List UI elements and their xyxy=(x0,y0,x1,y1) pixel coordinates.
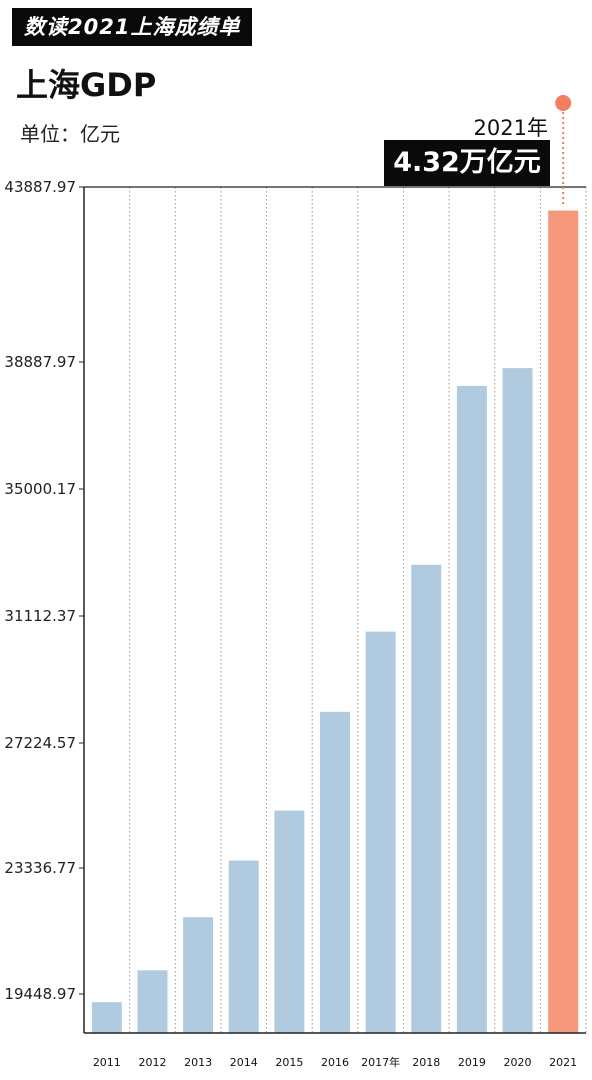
x-tick-label: 2016 xyxy=(321,1056,349,1069)
bar-2013 xyxy=(183,917,214,1033)
y-tick-label: 27224.57 xyxy=(4,734,76,752)
y-tick-label: 31112.37 xyxy=(4,607,76,625)
bar-2020 xyxy=(502,368,533,1033)
y-tick-label: 43887.97 xyxy=(4,178,76,196)
y-tick-label: 19448.97 xyxy=(4,985,76,1003)
bar-2016 xyxy=(320,711,350,1033)
label-layer: 43887.97 38887.97 35000.17 31112.37 27224.57… xyxy=(4,178,577,1069)
y-tick-label: 35000.17 xyxy=(4,480,76,498)
x-tick-label: 2013 xyxy=(184,1056,212,1069)
x-tick-label: 2015 xyxy=(275,1056,303,1069)
bar-2011 xyxy=(91,1002,122,1033)
chart-title: 上海GDP xyxy=(16,66,157,104)
x-tick-label: 2017年 xyxy=(361,1055,400,1069)
bar-2018 xyxy=(411,564,442,1033)
unit-label: 单位：亿元 xyxy=(20,122,120,146)
bar-2014 xyxy=(228,860,259,1033)
x-tick-label: 2018 xyxy=(412,1056,440,1069)
x-tick-label: 2019 xyxy=(458,1056,486,1069)
bar-2012 xyxy=(137,970,168,1033)
y-tick-label: 38887.97 xyxy=(4,353,76,371)
x-tick-label: 2021 xyxy=(549,1056,577,1069)
callout-dot xyxy=(555,95,572,111)
banner-title: 数读2021上海成绩单 xyxy=(12,8,253,46)
callout-year: 2021年 xyxy=(473,116,548,140)
callout-layer xyxy=(555,95,572,207)
axis-layer xyxy=(79,186,586,1034)
bar-2015 xyxy=(274,810,305,1033)
x-tick-label: 2012 xyxy=(138,1056,166,1069)
x-tick-label: 2020 xyxy=(504,1056,532,1069)
callout-value: 4.32万亿元 xyxy=(384,140,550,186)
bar-highlight-2021 xyxy=(548,210,579,1033)
bar-layer xyxy=(91,210,579,1033)
bar-2017年 xyxy=(365,631,396,1033)
x-tick-label: 2014 xyxy=(230,1056,258,1069)
x-tick-label: 2011 xyxy=(93,1056,121,1069)
y-tick-label: 23336.77 xyxy=(4,859,76,877)
bar-2019 xyxy=(456,385,487,1033)
